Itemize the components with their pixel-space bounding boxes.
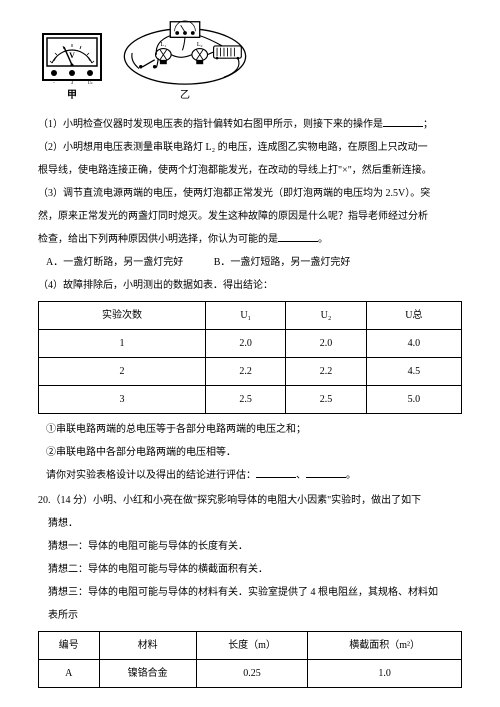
conclusion-1: ①串联电路两端的总电压等于各部分电路两端的电压之和；	[46, 420, 462, 439]
table-row: 22.2 2.24.5	[39, 357, 462, 385]
blank	[278, 233, 318, 242]
circuit-svg: L₁ L₂	[120, 20, 250, 88]
th: U₂	[286, 301, 366, 329]
th: U总	[366, 301, 461, 329]
question-20: 20.（14 分）小明、小红和小亮在做"探究影响导体的电阻大小因素"实验时，做出…	[38, 491, 462, 625]
options: A．一盏灯断路，另一盏灯完好 B．一盏灯短路，另一盏灯完好	[46, 253, 462, 272]
q2-line2: 根导线，使电路连接正确，使两个灯泡都能发光，在改动的导线上打"×"，然后重新连接…	[38, 161, 462, 180]
blank	[306, 469, 346, 478]
table-header-row: 编号 材料 长度（m） 横截面积（m²）	[39, 631, 462, 659]
guess-1: 猜想一：导体的电阻可能与导体的长度有关．	[48, 537, 462, 556]
table-row: 12.0 2.04.0	[39, 329, 462, 357]
th: 实验次数	[39, 301, 206, 329]
q2-line1: （2）小明想用电压表测量串联电路灯 L₂ 的电压，连成图乙实物电路，在原图上只改…	[38, 138, 462, 157]
q3-line3: 检查，给出下列两种原因供小明选择，你认为可能的是。	[38, 230, 462, 249]
option-a: A．一盏灯断路，另一盏灯完好	[46, 257, 183, 268]
svg-text:L₂: L₂	[197, 42, 203, 48]
circuit-label: 乙	[120, 86, 250, 105]
th: 编号	[39, 631, 100, 659]
meter-label: 甲	[42, 86, 102, 105]
guess-3b: 表所示	[48, 606, 462, 625]
table-row: 32.5 2.55.0	[39, 385, 462, 413]
q20-lead: 20.（14 分）小明、小红和小亮在做"探究影响导体的电阻大小因素"实验时，做出…	[70, 491, 462, 510]
svg-text:15: 15	[88, 81, 94, 85]
evaluation: 请你对实验表格设计以及得出的结论进行评估：、。	[46, 466, 462, 485]
data-table-2: 编号 材料 长度（m） 横截面积（m²） A 镍铬合金 0.25 1.0	[38, 631, 462, 688]
th: 横截面积（m²）	[308, 631, 462, 659]
blank	[256, 469, 296, 478]
th: 材料	[99, 631, 196, 659]
guess-2: 猜想二：导体的电阻可能与导体的横截面积有关．	[48, 560, 462, 579]
th: 长度（m）	[196, 631, 308, 659]
guess-3a: 猜想三：导体的电阻可能与导体的材料有关．实验室提供了 4 根电阻丝，其规格、材料…	[48, 583, 462, 602]
table-header-row: 实验次数 U₁ U₂ U总	[39, 301, 462, 329]
table-row: A 镍铬合金 0.25 1.0	[39, 659, 462, 687]
blank	[383, 118, 423, 127]
circuit-figure: L₁ L₂ 乙	[120, 20, 250, 105]
q3-line1: （3）调节直流电源两端的电压，使两灯泡都正常发光（即灯泡两端的电压均为 2.5V…	[38, 184, 462, 203]
svg-text:3: 3	[71, 81, 74, 85]
svg-text:-: -	[53, 81, 55, 85]
q3-line2: 然，原来正常发光的两盏灯同时熄灭。发生这种故障的原因是什么呢？指导老师经过分析	[38, 207, 462, 226]
svg-text:L₁: L₁	[160, 42, 166, 48]
svg-text:V: V	[69, 51, 75, 60]
q4-text: （4）故障排除后，小明测出的数据如表．得出结论：	[38, 276, 462, 295]
figures-row: V - 3 15 甲 L₁ L	[42, 20, 462, 105]
voltmeter-figure: V - 3 15 甲	[42, 33, 102, 105]
voltmeter-svg: V - 3 15	[42, 33, 102, 85]
q20-lead2: 猜想．	[48, 514, 462, 533]
data-table-1: 实验次数 U₁ U₂ U总 12.0 2.04.0 22.2 2.24.5 32…	[38, 301, 462, 414]
q1-text: （1）小明检查仪器时发现电压表的指针偏转如右图甲所示，则接下来的操作是；	[38, 115, 462, 134]
option-b: B．一盏灯短路，另一盏灯完好	[214, 257, 351, 268]
th: U₁	[206, 301, 286, 329]
conclusions: ①串联电路两端的总电压等于各部分电路两端的电压之和； ②串联电路中各部分电路两端…	[38, 420, 462, 485]
conclusion-2: ②串联电路中各部分电路两端的电压相等．	[46, 443, 462, 462]
